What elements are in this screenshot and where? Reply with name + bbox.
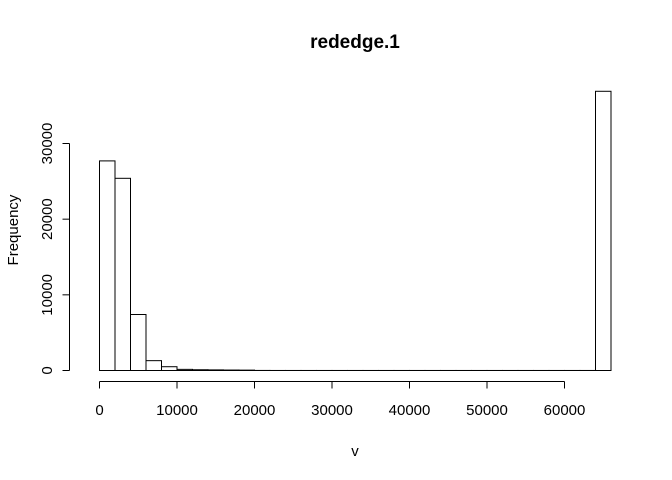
histogram-bars xyxy=(99,90,612,372)
x-tick-label: 0 xyxy=(95,402,103,419)
histogram-bar xyxy=(176,368,193,371)
y-tick-label: 0 xyxy=(39,366,56,374)
chart-title: rededge.1 xyxy=(310,32,400,53)
histogram-bar xyxy=(595,90,612,371)
x-tick-label: 20000 xyxy=(234,402,276,419)
x-tick-label: 50000 xyxy=(466,402,508,419)
y-tick-label: 20000 xyxy=(39,198,56,240)
histogram-bar xyxy=(161,366,178,372)
x-axis: 0 10000 20000 30000 40000 50000 60000 xyxy=(95,381,586,419)
x-axis-label: v xyxy=(351,443,359,460)
x-tick-label: 60000 xyxy=(544,402,586,419)
histogram-bar xyxy=(192,369,209,372)
histogram-bar xyxy=(145,360,162,371)
histogram-bar xyxy=(207,369,224,371)
y-axis-label: Frequency xyxy=(5,194,22,265)
y-axis: 0 10000 20000 30000 xyxy=(39,123,70,375)
x-tick-label: 40000 xyxy=(389,402,431,419)
x-tick-label: 30000 xyxy=(311,402,353,419)
y-tick-label: 10000 xyxy=(39,274,56,316)
x-tick-label: 10000 xyxy=(156,402,198,419)
histogram-bar xyxy=(130,314,147,371)
histogram-bar xyxy=(114,177,131,371)
y-tick-label: 30000 xyxy=(39,123,56,165)
histogram-bar xyxy=(99,160,116,371)
